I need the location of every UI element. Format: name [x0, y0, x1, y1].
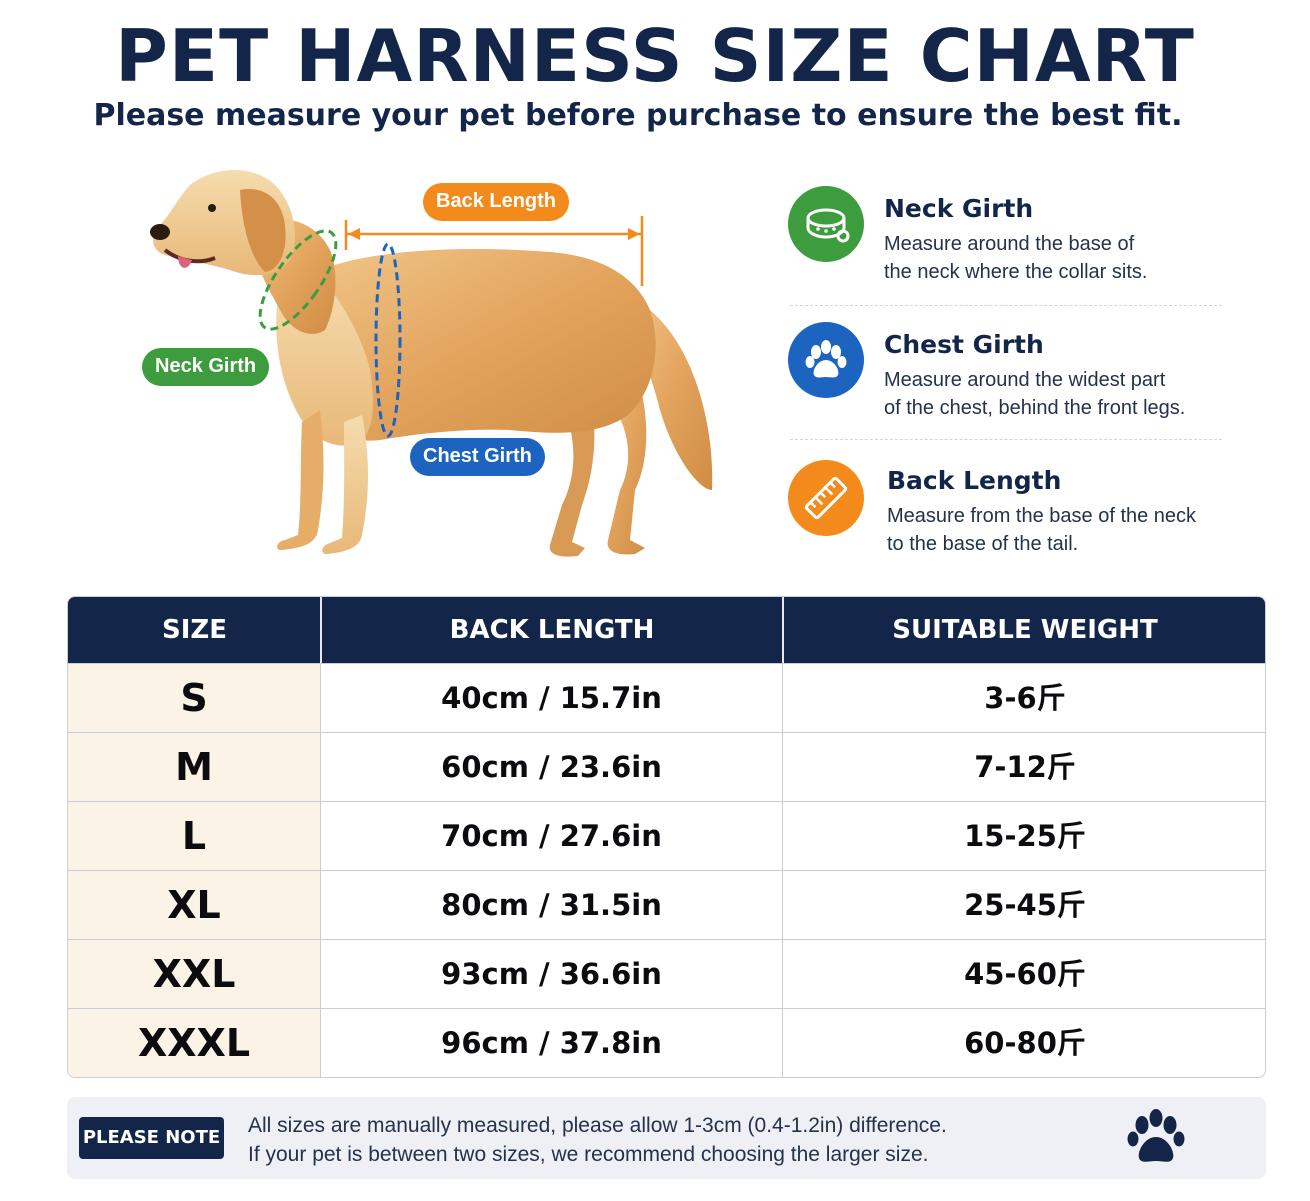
table-row: S 40cm / 15.7in 3-6斤 [68, 663, 1265, 732]
cell-back-length: 40cm / 15.7in [321, 664, 783, 732]
note-badge: PLEASE NOTE [79, 1117, 224, 1159]
cell-weight: 15-25斤 [964, 819, 1086, 853]
note-box: PLEASE NOTE All sizes are manually measu… [67, 1097, 1266, 1179]
paw-icon [1127, 1109, 1185, 1162]
note-line-2: If your pet is between two sizes, we rec… [248, 1143, 929, 1166]
table-row: XXXL 96cm / 37.8in 60-80斤 [68, 1008, 1265, 1077]
chest-girth-title: Chest Girth [884, 330, 1044, 359]
back-length-title: Back Length [887, 466, 1062, 495]
note-text: All sizes are manually measured, please … [248, 1111, 947, 1169]
header-suitable-weight: SUITABLE WEIGHT [892, 615, 1158, 645]
paw-icon [788, 322, 864, 398]
page-subtitle: Please measure your pet before purchase … [93, 98, 1183, 133]
chest-girth-description: Measure around the widest part of the ch… [884, 366, 1234, 422]
chest-girth-line-1: Measure around the widest part [884, 369, 1166, 391]
golden-retriever-illustration [150, 170, 713, 557]
header-separator [782, 597, 784, 663]
header-back-length: BACK LENGTH [449, 615, 655, 645]
header-size: SIZE [161, 615, 227, 645]
table-row: L 70cm / 27.6in 15-25斤 [68, 801, 1265, 870]
divider [790, 439, 1222, 440]
ruler-icon [788, 460, 864, 536]
cell-size: XXXL [68, 1009, 321, 1077]
divider [790, 305, 1222, 306]
cell-weight: 7-12斤 [974, 750, 1076, 784]
page-title: PET HARNESS SIZE CHART [115, 14, 1195, 98]
cell-weight: 45-60斤 [964, 957, 1086, 991]
cell-size: XXL [68, 940, 321, 1008]
cell-weight: 60-80斤 [964, 1026, 1086, 1060]
cell-weight: 3-6斤 [984, 681, 1066, 715]
dog-diagram: Back Length Neck Girth Chest Girth [130, 160, 750, 580]
cell-weight: 25-45斤 [964, 888, 1086, 922]
back-length-description: Measure from the base of the neck to the… [887, 502, 1237, 558]
cell-back-length: 70cm / 27.6in [321, 802, 783, 870]
header-separator [320, 597, 322, 663]
cell-back-length: 93cm / 36.6in [321, 940, 783, 1008]
cell-back-length: 60cm / 23.6in [321, 733, 783, 801]
back-length-line-2: to the base of the tail. [887, 533, 1079, 555]
cell-size: L [68, 802, 321, 870]
table-header: SIZE BACK LENGTH SUITABLE WEIGHT [68, 597, 1265, 663]
table-row: XL 80cm / 31.5in 25-45斤 [68, 870, 1265, 939]
size-table: SIZE BACK LENGTH SUITABLE WEIGHT S 40cm … [67, 596, 1266, 1078]
back-length-line-1: Measure from the base of the neck [887, 505, 1197, 527]
collar-icon [788, 186, 864, 262]
back-length-label: Back Length [423, 183, 570, 221]
neck-girth-line-2: the neck where the collar sits. [884, 261, 1148, 283]
neck-girth-description: Measure around the base of the neck wher… [884, 230, 1234, 286]
neck-girth-label: Neck Girth [142, 348, 270, 386]
cell-back-length: 96cm / 37.8in [321, 1009, 783, 1077]
chest-girth-label: Chest Girth [410, 438, 545, 476]
cell-back-length: 80cm / 31.5in [321, 871, 783, 939]
cell-size: S [68, 664, 321, 732]
neck-girth-line-1: Measure around the base of [884, 233, 1135, 255]
table-row: XXL 93cm / 36.6in 45-60斤 [68, 939, 1265, 1008]
cell-size: XL [68, 871, 321, 939]
chest-girth-line-2: of the chest, behind the front legs. [884, 397, 1186, 419]
neck-girth-title: Neck Girth [884, 194, 1034, 223]
note-line-1: All sizes are manually measured, please … [248, 1114, 947, 1137]
cell-size: M [68, 733, 321, 801]
table-row: M 60cm / 23.6in 7-12斤 [68, 732, 1265, 801]
